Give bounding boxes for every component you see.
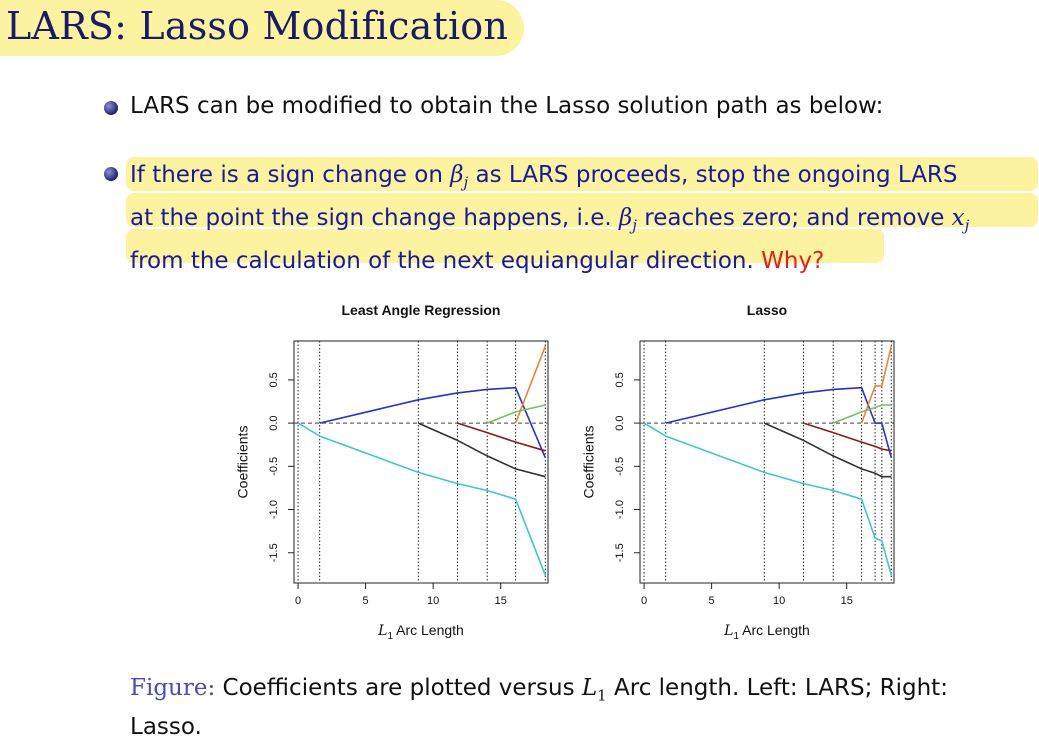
x-axis-label-rest: Arc Length bbox=[393, 622, 464, 638]
coef-path-2 bbox=[643, 422, 893, 576]
y-tick-label: 0.5 bbox=[614, 372, 626, 387]
x-axis-label-sub: 1 bbox=[387, 631, 393, 642]
x-tick-label: 0 bbox=[641, 595, 647, 607]
text-run: from the calculation of the next equiang… bbox=[130, 248, 762, 275]
bullet-icon bbox=[104, 167, 118, 181]
x-tick-label: 5 bbox=[363, 595, 369, 607]
beta-symbol: β bbox=[450, 162, 464, 188]
text-run: Coefficients are plotted versus bbox=[215, 675, 582, 701]
beta-j-symbol: βj bbox=[619, 205, 637, 235]
y-tick-label: -1.0 bbox=[614, 500, 626, 519]
highlight-line-1 bbox=[126, 157, 1038, 191]
bullet2-line-3: from the calculation of the next equiang… bbox=[130, 244, 969, 280]
x-tick-label: 15 bbox=[841, 595, 853, 607]
coef-path-3 bbox=[417, 422, 546, 478]
x-axis-label-sub: 1 bbox=[733, 631, 739, 642]
highlight-line-3 bbox=[126, 229, 884, 263]
x-axis-label-rest: Arc Length bbox=[739, 622, 810, 638]
coef-path-4 bbox=[457, 422, 546, 452]
chart-panel-1: Least Angle Regression 0 5 10 15 -1.5 -1.0 -0.5… bbox=[235, 302, 549, 642]
coef-path-1 bbox=[665, 386, 893, 458]
x-axis-label-l: L bbox=[723, 623, 733, 639]
bullet-text-1: LARS can be modified to obtain the Lasso… bbox=[130, 93, 884, 119]
x-tick-label: 10 bbox=[773, 595, 785, 607]
bullet2-line-2: at the point the sign change happens, i.… bbox=[130, 201, 969, 244]
x-tick-label: 0 bbox=[295, 595, 301, 607]
x-j-symbol: xj bbox=[951, 205, 970, 235]
text-run: Lasso. bbox=[130, 713, 202, 740]
text-run: at the point the sign change happens, i.… bbox=[130, 205, 619, 232]
x-tick-label: 5 bbox=[709, 595, 715, 607]
coef-path-5 bbox=[486, 404, 546, 424]
coef-path-4 bbox=[803, 422, 892, 452]
l1-symbol: L1 bbox=[581, 675, 607, 705]
beta-symbol: β bbox=[619, 205, 633, 232]
chart-panel-2: Lasso 0 5 10 15 -1.5 -1.0 -0.5 0.0 0.5 Coefficient… bbox=[581, 302, 895, 642]
x-tick-label: 15 bbox=[495, 595, 507, 607]
y-tick-label: 0.5 bbox=[268, 372, 280, 387]
plot-frame bbox=[639, 340, 895, 584]
text-run: reaches zero; and remove bbox=[636, 205, 952, 232]
coef-path-6 bbox=[514, 345, 547, 424]
coef-path-6 bbox=[860, 346, 893, 424]
y-axis-label: Coefficients bbox=[581, 426, 597, 499]
figure-caption: Figure: Coefficients are plotted versus … bbox=[130, 673, 1030, 743]
chart-title: Lasso bbox=[747, 302, 787, 318]
x-axis-label: L1 Arc Length bbox=[723, 622, 810, 642]
highlight-line-2 bbox=[126, 193, 1038, 227]
subscript-j: j bbox=[964, 216, 970, 235]
title-highlight: LARS: Lasso Modification bbox=[0, 0, 524, 56]
coef-path-1 bbox=[319, 386, 547, 459]
text-run: If there is a sign change on bbox=[130, 162, 451, 188]
why-text: Why? bbox=[761, 248, 825, 275]
bullet2-line-1: If there is a sign change on βj as LARS … bbox=[130, 158, 969, 201]
y-tick-label: -0.5 bbox=[268, 457, 280, 476]
y-tick-label: -1.5 bbox=[614, 543, 626, 562]
y-tick-label: -0.5 bbox=[614, 457, 626, 476]
figure-label: Figure: bbox=[130, 675, 216, 701]
y-tick-label: 0.0 bbox=[268, 415, 280, 430]
subscript-1: 1 bbox=[597, 686, 607, 705]
bullet-text-2: If there is a sign change on βj as LARS … bbox=[130, 158, 969, 280]
plot-frame bbox=[293, 340, 549, 584]
chart-title: Least Angle Regression bbox=[342, 302, 501, 318]
beta-j-symbol: βj bbox=[450, 162, 468, 192]
bullet-icon bbox=[104, 101, 118, 115]
x-tick-label: 10 bbox=[427, 595, 439, 607]
text-run: as LARS proceeds, stop the ongoing LARS bbox=[468, 162, 958, 188]
y-tick-label: 0.0 bbox=[614, 415, 626, 430]
coef-path-2 bbox=[297, 422, 547, 576]
l-symbol: L bbox=[581, 675, 598, 701]
x-symbol: x bbox=[951, 205, 965, 232]
y-axis-label: Coefficients bbox=[235, 426, 251, 499]
subscript-j: j bbox=[463, 173, 469, 192]
text-run: Arc length. Left: LARS; Right: bbox=[606, 675, 948, 701]
x-axis-label-l: L bbox=[377, 623, 387, 639]
x-axis-label: L1 Arc Length bbox=[377, 622, 464, 642]
coef-path-3 bbox=[763, 422, 892, 478]
slide-title: LARS: Lasso Modification bbox=[6, 4, 509, 48]
y-tick-label: -1.5 bbox=[268, 543, 280, 562]
coef-path-5 bbox=[832, 404, 892, 424]
subscript-j: j bbox=[632, 216, 637, 235]
y-tick-label: -1.0 bbox=[268, 500, 280, 519]
